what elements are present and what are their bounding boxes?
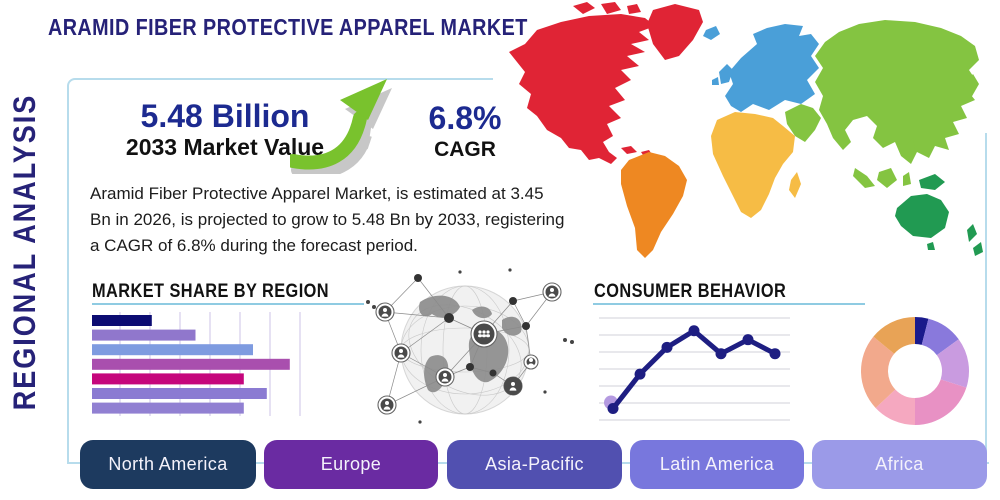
region-button-europe[interactable]: Europe bbox=[264, 440, 438, 489]
consumer-behavior-underline bbox=[593, 303, 865, 305]
globe-network-illustration bbox=[366, 268, 574, 424]
bar bbox=[92, 329, 196, 341]
market-value-stat: 5.48 Billion bbox=[140, 98, 310, 134]
panel-border bbox=[67, 78, 493, 464]
cagr-label: CAGR bbox=[434, 138, 496, 161]
donut-segment bbox=[861, 336, 896, 408]
region-button-africa[interactable]: Africa bbox=[812, 440, 987, 489]
person-network-icon bbox=[435, 367, 455, 387]
map-asia bbox=[785, 20, 979, 188]
market-share-section-title: MARKET SHARE BY REGION bbox=[92, 281, 330, 302]
person-network-icon bbox=[542, 282, 562, 302]
consumer-behavior-line-chart bbox=[599, 317, 790, 421]
cagr-stat: 6.8% bbox=[428, 100, 502, 136]
region-button-asia-pacific[interactable]: Asia-Pacific bbox=[447, 440, 622, 489]
person-network-icon bbox=[377, 395, 397, 415]
donut-segment bbox=[936, 339, 969, 388]
bar bbox=[92, 358, 290, 370]
region-button-latin-america[interactable]: Latin America bbox=[630, 440, 804, 489]
person-network-icon bbox=[503, 376, 523, 396]
bar bbox=[92, 315, 152, 326]
market-share-bar-chart bbox=[92, 312, 301, 416]
map-africa bbox=[711, 112, 801, 218]
person-network-icon bbox=[523, 354, 539, 370]
bar bbox=[92, 344, 253, 356]
donut-segment bbox=[873, 317, 915, 354]
donut-segment bbox=[921, 318, 959, 356]
regional-analysis-vertical-label: REGIONAL ANALYSIS bbox=[6, 93, 43, 411]
donut-segment bbox=[915, 379, 967, 425]
regional-share-donut-chart bbox=[861, 317, 969, 425]
consumer-behavior-section-title: CONSUMER BEHAVIOR bbox=[594, 281, 787, 302]
market-summary-text: Aramid Fiber Protective Apparel Market, … bbox=[90, 184, 565, 255]
bar bbox=[92, 388, 267, 399]
map-north-america bbox=[509, 2, 703, 164]
panel-border-right bbox=[985, 133, 987, 463]
map-oceania bbox=[895, 174, 983, 256]
person-network-icon bbox=[375, 302, 395, 322]
region-button-north-america[interactable]: North America bbox=[80, 440, 256, 489]
growth-arrow-icon bbox=[290, 76, 396, 174]
people-network-icon bbox=[470, 320, 498, 348]
person-network-icon bbox=[391, 343, 411, 363]
donut-segment bbox=[875, 389, 915, 425]
map-europe bbox=[703, 24, 819, 112]
world-map-illustration bbox=[509, 2, 983, 258]
network-person-nodes bbox=[375, 282, 562, 415]
page-title: ARAMID FIBER PROTECTIVE APPAREL MARKET bbox=[48, 14, 528, 40]
bar bbox=[92, 402, 244, 414]
market-share-underline bbox=[92, 303, 364, 305]
bar bbox=[92, 373, 244, 385]
donut-segment bbox=[915, 317, 929, 345]
map-south-america bbox=[621, 152, 687, 258]
